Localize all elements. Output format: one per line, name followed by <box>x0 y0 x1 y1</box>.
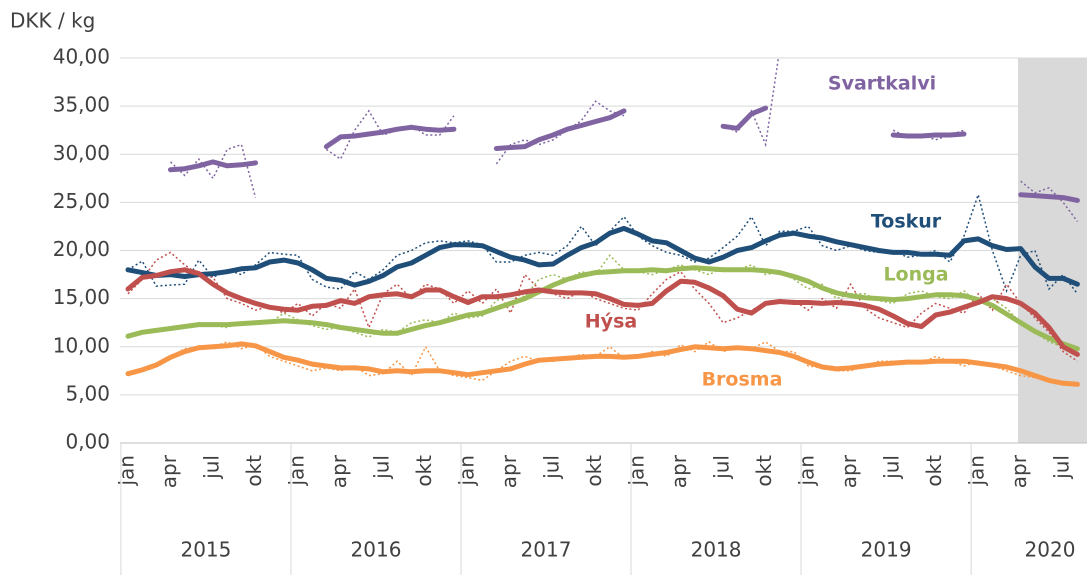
x-tick-label: jan <box>965 455 989 487</box>
trend-line <box>125 267 1080 357</box>
x-tick-label: jul <box>370 455 394 480</box>
year-label: 2017 <box>521 538 572 562</box>
x-tick-label: okt <box>582 455 606 487</box>
series-label: Hýsa <box>585 311 637 333</box>
year-label: 2020 <box>1025 538 1076 562</box>
year-label: 2015 <box>180 538 231 562</box>
trend-line <box>168 105 1080 203</box>
x-tick-label: jul <box>880 455 904 480</box>
x-tick-label: okt <box>412 455 436 487</box>
series-label: Brosma <box>702 369 783 391</box>
y-tick-label: 15,00 <box>53 285 110 309</box>
x-tick-label: jul <box>710 455 734 480</box>
year-label: 2019 <box>861 538 912 562</box>
x-tick-label: jan <box>455 455 479 487</box>
x-tick-label: jan <box>285 455 309 487</box>
y-tick-label: 35,00 <box>53 93 110 117</box>
y-tick-label: 0,00 <box>65 430 110 454</box>
y-tick-label: 25,00 <box>53 189 110 213</box>
y-tick-label: 20,00 <box>53 237 110 261</box>
y-axis-label: DKK / kg <box>10 9 95 33</box>
y-tick-label: 30,00 <box>53 141 110 165</box>
y-tick-label: 10,00 <box>53 333 110 357</box>
x-tick-label: jan <box>115 455 139 487</box>
year-label: 2018 <box>691 538 742 562</box>
x-tick-label: apr <box>837 454 861 488</box>
monthly-line <box>127 254 1078 353</box>
x-tick-label: apr <box>497 454 521 488</box>
x-tick-label: apr <box>1007 454 1031 488</box>
x-tick-label: jan <box>625 455 649 487</box>
x-tick-label: okt <box>922 455 946 487</box>
x-tick-label: jan <box>795 455 819 487</box>
x-tick-label: jul <box>1050 455 1074 480</box>
x-tick-label: jul <box>540 455 564 480</box>
trend-line <box>125 341 1080 387</box>
year-label: 2016 <box>351 538 402 562</box>
series-label: Svartkalvi <box>828 73 936 95</box>
plot-area <box>125 58 1080 387</box>
series-label: Toskur <box>871 211 942 233</box>
x-tick-label: apr <box>157 454 181 488</box>
series-label: Longa <box>883 264 948 286</box>
x-tick-label: jul <box>200 455 224 480</box>
y-tick-label: 5,00 <box>65 381 110 405</box>
y-tick-label: 40,00 <box>53 45 110 69</box>
x-tick-label: okt <box>242 455 266 487</box>
x-tick-label: apr <box>327 454 351 488</box>
trend-line <box>125 265 1080 352</box>
x-tick-label: okt <box>752 455 776 487</box>
trend-line <box>125 225 1080 288</box>
x-tick-label: apr <box>667 454 691 488</box>
